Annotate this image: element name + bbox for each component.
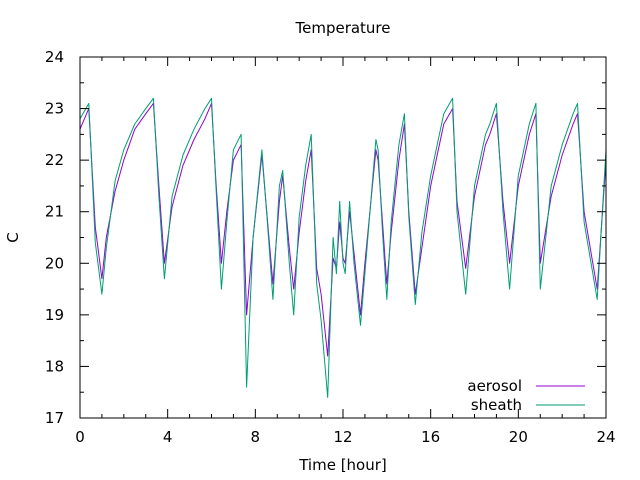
x-tick-label: 12 bbox=[333, 428, 352, 446]
x-tick-label: 4 bbox=[163, 428, 173, 446]
y-tick-label: 17 bbox=[45, 409, 64, 427]
y-tick-label: 23 bbox=[45, 100, 64, 118]
x-tick-label: 20 bbox=[509, 428, 528, 446]
plot-frame bbox=[79, 56, 607, 419]
legend-label-sheath: sheath bbox=[471, 396, 522, 414]
y-tick-label: 19 bbox=[45, 306, 64, 324]
x-axis-label: Time [hour] bbox=[298, 456, 387, 474]
chart-title: Temperature bbox=[294, 19, 390, 37]
y-tick-label: 20 bbox=[45, 254, 64, 272]
series-line-sheath bbox=[79, 97, 607, 398]
x-tick-label: 16 bbox=[421, 428, 440, 446]
x-tick-label: 0 bbox=[75, 428, 85, 446]
legend-label-aerosol: aerosol bbox=[467, 377, 522, 395]
y-tick-label: 21 bbox=[45, 203, 64, 221]
y-axis-label: C bbox=[4, 232, 22, 242]
x-tick-label: 8 bbox=[251, 428, 261, 446]
y-tick-label: 18 bbox=[45, 357, 64, 375]
y-tick-label: 22 bbox=[45, 151, 64, 169]
x-tick-label: 24 bbox=[596, 428, 615, 446]
y-tick-label: 24 bbox=[45, 48, 64, 66]
series-line-aerosol bbox=[79, 102, 607, 357]
